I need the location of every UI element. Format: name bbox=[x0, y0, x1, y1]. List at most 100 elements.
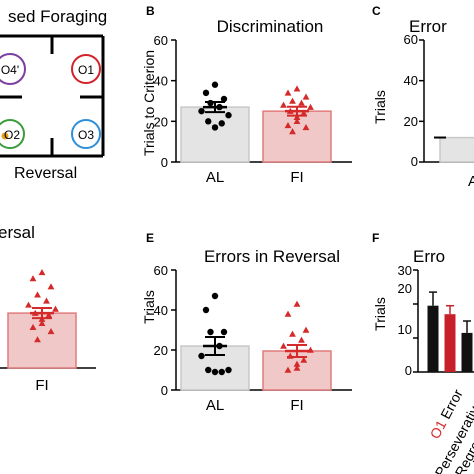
panel-e-title: Errors in Reversal bbox=[204, 247, 340, 266]
panel-b-point-fi bbox=[289, 97, 296, 104]
panel-e-y-tick-label: 20 bbox=[154, 343, 168, 358]
panel-b-letter: B bbox=[146, 4, 155, 18]
panel-c-bar-al bbox=[439, 136, 474, 163]
panel-d-point-fi bbox=[29, 275, 37, 282]
panel-b-point-al bbox=[198, 107, 205, 115]
panel-b-point-fi bbox=[302, 124, 310, 131]
odor-o4-circle bbox=[0, 53, 26, 85]
panel-c-letter: C bbox=[372, 4, 381, 18]
panel-a-title: sed Foraging bbox=[8, 7, 107, 26]
panel-e-point-fi bbox=[286, 352, 294, 359]
panel-e-point-fi bbox=[284, 366, 292, 373]
panel-f-tick-10: 10 bbox=[398, 322, 412, 337]
panel-e-point-al bbox=[220, 328, 228, 336]
panel-d-point-fi bbox=[38, 319, 46, 326]
panel-c-ylabel: Trials bbox=[372, 90, 388, 124]
panel-b-point-al bbox=[205, 118, 212, 125]
panel-f-bar bbox=[444, 314, 456, 372]
panel-b-point-fi bbox=[300, 109, 308, 116]
panel-d-point-fi bbox=[45, 311, 53, 318]
panel-d-point-fi bbox=[25, 301, 32, 308]
panel-d-point-fi bbox=[34, 291, 41, 298]
panel-b-point-fi bbox=[302, 93, 310, 100]
panel-e-y-tick-label: 60 bbox=[154, 263, 168, 278]
panel-b-point-fi bbox=[280, 101, 287, 108]
maze-walls bbox=[0, 34, 105, 158]
panel-d-title: ersal bbox=[0, 223, 35, 242]
panel-e-ylabel: Trials bbox=[141, 290, 157, 324]
panel-d-point-fi bbox=[47, 328, 55, 335]
panel-c-x-fragment: A bbox=[468, 173, 474, 190]
panel-e-point-al bbox=[211, 292, 219, 300]
panel-a-bottom-label: Reversal bbox=[14, 165, 77, 182]
panel-e-point-al bbox=[216, 342, 223, 350]
panel-e-x-label-al: AL bbox=[206, 397, 224, 414]
panel-b-y-tick-label: 20 bbox=[154, 114, 168, 129]
panel-e-point-fi bbox=[293, 364, 301, 371]
panel-b-point-fi bbox=[307, 103, 314, 110]
panel-e-point-fi bbox=[280, 342, 287, 349]
odor-o2-label: O2 bbox=[4, 128, 20, 142]
panel-e-point-fi bbox=[293, 300, 301, 307]
panel-b-point-al bbox=[211, 81, 219, 88]
panel-c-tick-40: 40 bbox=[404, 73, 418, 88]
panel-e-x-label-fi: FI bbox=[290, 397, 303, 414]
panel-f-letter: F bbox=[372, 231, 379, 245]
panel-f-ylabel: Trials bbox=[372, 297, 388, 331]
panel-d-point-fi bbox=[52, 305, 59, 312]
panel-b-point-al bbox=[202, 89, 210, 97]
panel-b-point-fi bbox=[284, 122, 292, 129]
panel-b: B Discrimination Trials to Criterion 0 20… bbox=[141, 4, 352, 186]
panel-e-point-fi bbox=[284, 310, 292, 317]
panel-c-title: Error bbox=[409, 17, 447, 36]
panel-e-point-fi bbox=[302, 326, 310, 333]
odor-o1-label: O1 bbox=[78, 63, 94, 77]
panel-b-point-fi bbox=[289, 128, 296, 135]
panel-f-tick-0: 0 bbox=[405, 363, 412, 378]
panel-b-y-tick-label: 40 bbox=[154, 74, 168, 89]
panel-b-point-al bbox=[218, 120, 225, 127]
panel-b-point-al bbox=[207, 99, 214, 107]
panel-f-bar bbox=[427, 305, 439, 372]
panel-e-point-fi bbox=[298, 336, 305, 343]
panel-f-plot bbox=[413, 269, 474, 373]
panel-e-point-al bbox=[205, 366, 212, 374]
panel-e-point-al bbox=[202, 306, 210, 314]
panel-b-y-tick-label: 0 bbox=[161, 155, 168, 170]
panel-b-point-fi bbox=[293, 85, 301, 92]
panel-e-letter: E bbox=[146, 231, 154, 245]
panel-c: C Error Trials 60 40 20 0 A bbox=[372, 4, 474, 190]
panel-b-x-label-fi: FI bbox=[290, 169, 303, 186]
panel-f: F Erro Trials 30 20 10 0 O1 Error Persev… bbox=[372, 231, 474, 474]
panel-b-point-al bbox=[211, 124, 219, 131]
panel-e: E Errors in Reversal Trials 0 20 40 60 AL FI bbox=[141, 231, 352, 414]
panel-f-tick-20: 20 bbox=[398, 281, 412, 296]
odor-o1-circle bbox=[71, 54, 101, 84]
panel-b-bar-al bbox=[180, 106, 250, 163]
panel-b-x-label-al: AL bbox=[206, 169, 224, 186]
panel-e-plot: 0 20 40 60 AL FI bbox=[154, 263, 352, 414]
panel-b-y-tick-label: 60 bbox=[154, 33, 168, 48]
panel-e-point-fi bbox=[307, 346, 314, 353]
panel-d-point-fi bbox=[47, 283, 55, 290]
panel-e-point-fi bbox=[300, 356, 308, 363]
panel-f-title: Erro bbox=[413, 247, 445, 266]
panel-b-point-fi bbox=[293, 117, 301, 125]
panel-e-point-al bbox=[218, 368, 225, 376]
panel-e-point-al bbox=[225, 366, 232, 374]
panel-d-point-fi bbox=[38, 269, 46, 276]
panel-d-point-fi bbox=[38, 315, 46, 322]
panel-f-xlabel-1-red: O1 bbox=[427, 417, 450, 441]
panel-b-point-al bbox=[216, 103, 223, 111]
reward-dot-icon bbox=[1, 132, 9, 140]
panel-e-point-al bbox=[207, 328, 214, 336]
panel-e-point-al bbox=[211, 368, 219, 376]
panel-b-title: Discrimination bbox=[217, 17, 324, 36]
panel-e-point-fi bbox=[289, 330, 296, 337]
panel-a: sed Foraging O4' O1 O2 O3 Reversal bbox=[0, 7, 107, 182]
odor-o4-label: O4' bbox=[1, 63, 19, 77]
panel-d-plot bbox=[0, 269, 96, 369]
panel-b-point-fi bbox=[293, 113, 301, 120]
panel-b-point-al bbox=[220, 95, 228, 103]
